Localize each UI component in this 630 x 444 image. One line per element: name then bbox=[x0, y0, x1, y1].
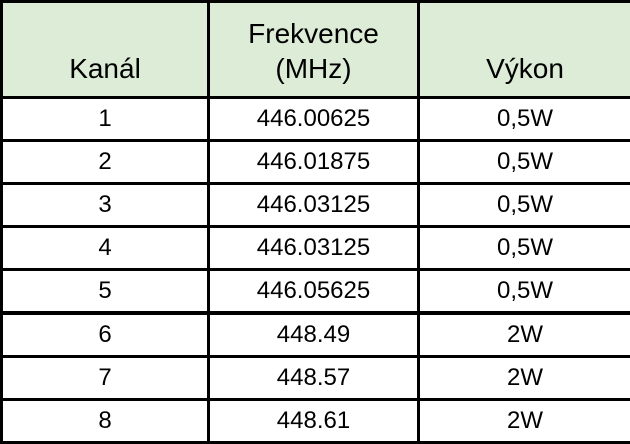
cell-channel: 3 bbox=[2, 184, 209, 227]
column-header-power-label: Výkon bbox=[420, 51, 630, 86]
cell-channel: 8 bbox=[2, 400, 209, 443]
cell-channel: 7 bbox=[2, 357, 209, 400]
table-row-channel-8: 8 448.61 2W bbox=[2, 400, 630, 443]
cell-frequency: 448.49 bbox=[209, 313, 419, 357]
column-header-power: Výkon bbox=[419, 2, 630, 98]
table-row-channel-1: 1 446.00625 0,5W bbox=[2, 98, 630, 141]
table-row-channel-2: 2 446.01875 0,5W bbox=[2, 141, 630, 184]
cell-power: 2W bbox=[419, 357, 630, 400]
cell-frequency: 446.01875 bbox=[209, 141, 419, 184]
cell-channel: 5 bbox=[2, 270, 209, 314]
table-row-channel-6: 6 448.49 2W bbox=[2, 313, 630, 357]
cell-channel: 6 bbox=[2, 313, 209, 357]
column-header-frequency-line1: Frekvence bbox=[210, 16, 417, 51]
cell-power: 0,5W bbox=[419, 141, 630, 184]
cell-frequency: 446.05625 bbox=[209, 270, 419, 314]
cell-frequency: 448.57 bbox=[209, 357, 419, 400]
column-header-frequency-line2: (MHz) bbox=[210, 51, 417, 86]
cell-frequency: 446.00625 bbox=[209, 98, 419, 141]
cell-frequency: 448.61 bbox=[209, 400, 419, 443]
cell-power: 2W bbox=[419, 400, 630, 443]
table-row-channel-5: 5 446.05625 0,5W bbox=[2, 270, 630, 314]
cell-power: 0,5W bbox=[419, 98, 630, 141]
cell-power: 0,5W bbox=[419, 184, 630, 227]
cell-frequency: 446.03125 bbox=[209, 227, 419, 270]
cell-power: 0,5W bbox=[419, 227, 630, 270]
table-header-row: Kanál Frekvence (MHz) Výkon bbox=[2, 2, 630, 98]
cell-channel: 1 bbox=[2, 98, 209, 141]
table-row-channel-7: 7 448.57 2W bbox=[2, 357, 630, 400]
cell-channel: 2 bbox=[2, 141, 209, 184]
table-body: 1 446.00625 0,5W 2 446.01875 0,5W 3 446.… bbox=[2, 98, 630, 443]
table-row-channel-4: 4 446.03125 0,5W bbox=[2, 227, 630, 270]
column-header-channel: Kanál bbox=[2, 2, 209, 98]
cell-power: 2W bbox=[419, 313, 630, 357]
table-row-channel-3: 3 446.03125 0,5W bbox=[2, 184, 630, 227]
column-header-channel-label: Kanál bbox=[3, 51, 207, 86]
cell-frequency: 446.03125 bbox=[209, 184, 419, 227]
cell-power: 0,5W bbox=[419, 270, 630, 314]
column-header-frequency: Frekvence (MHz) bbox=[209, 2, 419, 98]
cell-channel: 4 bbox=[2, 227, 209, 270]
